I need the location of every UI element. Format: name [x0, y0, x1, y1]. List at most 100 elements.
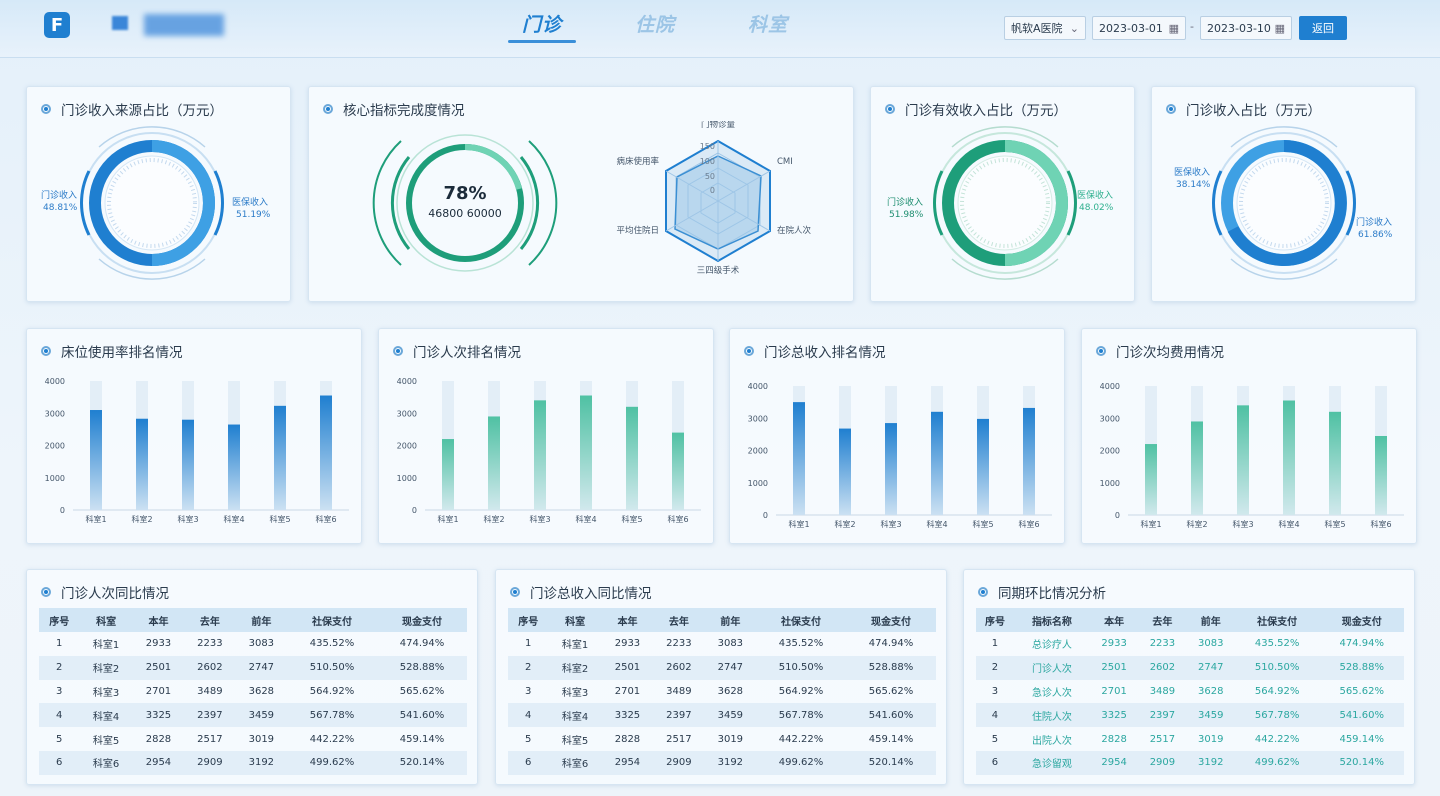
table-cell: 出院人次 [1031, 735, 1072, 747]
table-cell: 442.22% [1254, 733, 1300, 745]
start-date-field[interactable]: 2023-03-01 ▦ [1092, 16, 1186, 40]
tab-outpatient[interactable]: 门诊 [522, 14, 563, 36]
bar[interactable] [274, 405, 286, 510]
bar[interactable] [885, 423, 897, 515]
table-row[interactable]: 6 急诊留观 2954 2909 3192 499.62% 520.14% [976, 750, 1404, 775]
table-cell: 2397 [184, 703, 236, 728]
table-row[interactable]: 2 科室2 2501 2602 2747 510.50% 528.88% [39, 655, 467, 680]
bar[interactable] [626, 406, 638, 510]
table-cell: 2909 [184, 750, 236, 775]
bar[interactable] [1237, 405, 1249, 515]
table-cell: 459.14% [868, 733, 914, 745]
table-cell: 528.88% [845, 655, 936, 680]
table-header[interactable]: 前年 [235, 608, 288, 632]
table-row[interactable]: 4 科室4 3325 2397 3459 567.78% 541.60% [39, 703, 467, 728]
bar[interactable] [534, 400, 546, 510]
bar[interactable] [839, 428, 851, 515]
table-header[interactable]: 前年 [1186, 608, 1235, 632]
table-header[interactable]: 科室 [548, 608, 602, 632]
table-row[interactable]: 1 科室1 2933 2233 3083 435.52% 474.94% [39, 632, 467, 656]
bar[interactable] [580, 395, 592, 510]
table-header[interactable]: 前年 [704, 608, 757, 632]
bar[interactable] [977, 418, 989, 515]
table-header[interactable]: 序号 [976, 608, 1014, 632]
back-button[interactable]: 返回 [1299, 16, 1347, 40]
table-row[interactable]: 3 科室3 2701 3489 3628 564.92% 565.62% [508, 680, 936, 704]
tab-department[interactable]: 科室 [748, 14, 789, 36]
main-tabs: 门诊 住院 科室 [470, 0, 950, 46]
table-header[interactable]: 指标名称 [1013, 608, 1090, 632]
bar[interactable] [488, 416, 500, 510]
panel-period-comparison: 同期环比情况分析 序号 指标名称 本年 去年 前年 社保支付 现金支付 1 总诊疗人 2933 22… [963, 569, 1415, 785]
tab-inpatient[interactable]: 住院 [635, 14, 676, 36]
table-row[interactable]: 6 科室6 2954 2909 3192 499.62% 520.14% [508, 750, 936, 775]
table-header[interactable]: 科室 [79, 608, 133, 632]
table-row[interactable]: 3 急诊人次 2701 3489 3628 564.92% 565.62% [976, 680, 1404, 704]
table-cell: 2747 [235, 655, 288, 680]
table-row[interactable]: 5 科室5 2828 2517 3019 442.22% 459.14% [39, 727, 467, 751]
completion-gauge: 78% 46800 60000 门物诊量 CMI 在院人次 三四级手术 平均住院… [372, 121, 812, 276]
table-header[interactable]: 社保支付 [1234, 608, 1320, 632]
table-header[interactable]: 社保支付 [287, 608, 377, 632]
table-cell: 2747 [1186, 655, 1235, 680]
table-row[interactable]: 1 总诊疗人 2933 2233 3083 435.52% 474.94% [976, 632, 1404, 656]
table-header[interactable]: 本年 [601, 608, 654, 632]
table-row[interactable]: 5 出院人次 2828 2517 3019 442.22% 459.14% [976, 727, 1404, 751]
bar[interactable] [320, 395, 332, 510]
table-cell: 5 [56, 733, 63, 745]
y-tick-label: 2000 [397, 442, 417, 451]
table-header[interactable]: 去年 [184, 608, 236, 632]
table-header[interactable]: 本年 [1089, 608, 1139, 632]
title-bullet-icon [1096, 346, 1106, 356]
table-header[interactable]: 序号 [39, 608, 80, 632]
table-header[interactable]: 序号 [508, 608, 549, 632]
table-cell: 6 [39, 750, 80, 775]
hospital-select-value: 帆软A医院 [1011, 22, 1063, 35]
table-cell: 3628 [717, 685, 744, 697]
bar[interactable] [1191, 421, 1203, 515]
table-cell: 1 [525, 638, 532, 650]
y-tick-label: 3000 [45, 409, 65, 418]
table-row[interactable]: 3 科室3 2701 3489 3628 564.92% 565.62% [39, 680, 467, 704]
table-cell: 3489 [666, 685, 692, 697]
table-row[interactable]: 4 科室4 3325 2397 3459 567.78% 541.60% [508, 703, 936, 728]
y-tick-label: 0 [60, 506, 65, 515]
bar[interactable] [90, 410, 102, 510]
bar[interactable] [136, 418, 148, 510]
bar[interactable] [1023, 407, 1035, 515]
bar[interactable] [672, 432, 684, 510]
bar[interactable] [1375, 435, 1387, 515]
table-cell: 474.94% [1339, 638, 1384, 650]
bar[interactable] [931, 411, 943, 515]
table-row[interactable]: 5 科室5 2828 2517 3019 442.22% 459.14% [508, 727, 936, 751]
bar[interactable] [442, 439, 454, 510]
table-cell: 520.14% [1319, 750, 1404, 775]
bar[interactable] [1283, 400, 1295, 515]
y-tick-label: 3000 [1100, 414, 1120, 423]
x-tick-label: 科室6 [1018, 519, 1039, 529]
table-header[interactable]: 社保支付 [756, 608, 846, 632]
table-header[interactable]: 去年 [653, 608, 705, 632]
table-cell: 2517 [197, 733, 223, 745]
table-row[interactable]: 1 科室1 2933 2233 3083 435.52% 474.94% [508, 632, 936, 656]
bar[interactable] [1145, 444, 1157, 515]
bar[interactable] [1329, 411, 1341, 515]
table-header[interactable]: 现金支付 [1319, 608, 1404, 632]
table-cell: 3083 [1198, 638, 1224, 650]
hospital-select[interactable]: 帆软A医院 ⌄ [1004, 16, 1086, 40]
bar[interactable] [228, 424, 240, 510]
end-date-field[interactable]: 2023-03-10 ▦ [1200, 16, 1292, 40]
table-header[interactable]: 现金支付 [376, 608, 467, 632]
table-cell: 科室4 [79, 703, 133, 728]
table-row[interactable]: 6 科室6 2954 2909 3192 499.62% 520.14% [39, 750, 467, 775]
chevron-down-icon: ⌄ [1069, 22, 1079, 35]
bar[interactable] [793, 402, 805, 515]
table-header[interactable]: 现金支付 [845, 608, 936, 632]
bar[interactable] [182, 419, 194, 510]
table-header[interactable]: 去年 [1138, 608, 1187, 632]
table-header[interactable]: 本年 [132, 608, 185, 632]
table-row[interactable]: 4 住院人次 3325 2397 3459 567.78% 541.60% [976, 703, 1404, 728]
table-row[interactable]: 2 门诊人次 2501 2602 2747 510.50% 528.88% [976, 655, 1404, 680]
table-row[interactable]: 2 科室2 2501 2602 2747 510.50% 528.88% [508, 655, 936, 680]
radar-tick: 0 [710, 186, 715, 195]
